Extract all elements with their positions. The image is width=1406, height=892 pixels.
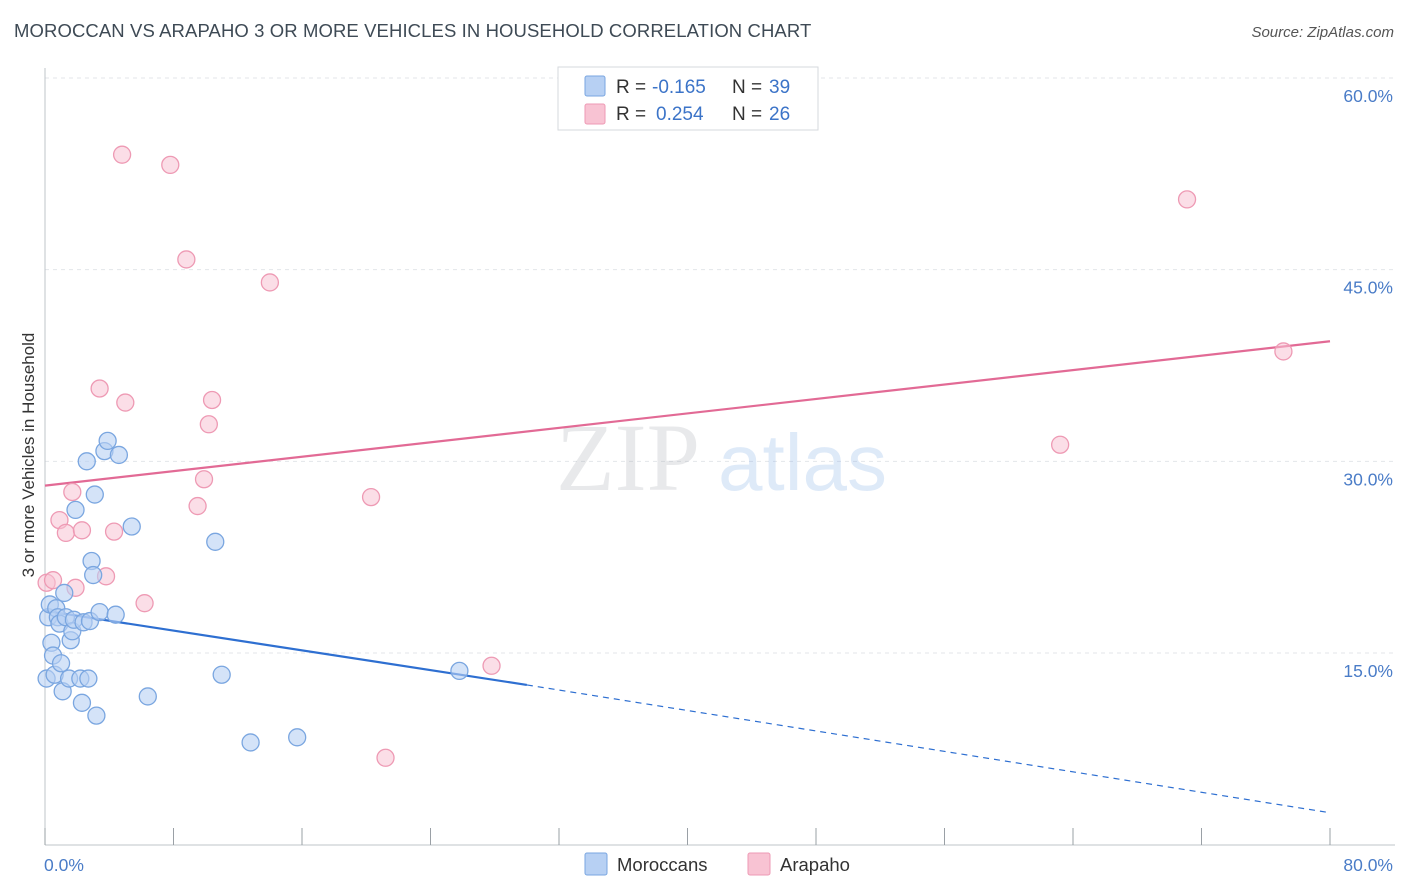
legend-r-label-arapaho: R =: [616, 104, 646, 125]
moroccans-point: [288, 728, 307, 747]
moroccans-point: [87, 706, 106, 725]
legend-n-label-arapaho: N =: [732, 104, 762, 125]
arapaho-point: [177, 250, 196, 269]
arapaho-point: [1274, 342, 1293, 361]
moroccans-point: [85, 485, 104, 504]
moroccans-point: [109, 445, 129, 465]
series-legend: Moroccans Arapaho: [584, 852, 850, 876]
arapaho-point: [260, 273, 280, 292]
legend-n-value-moroccans: 39: [769, 77, 790, 98]
arapaho-point: [199, 415, 218, 434]
y-tick-label: 45.0%: [1343, 278, 1393, 298]
moroccans-point: [90, 602, 109, 622]
moroccans-trend-line: [44, 609, 528, 687]
arapaho-point: [104, 522, 124, 541]
moroccans-point: [79, 669, 98, 688]
moroccans-points: [37, 431, 469, 752]
arapaho-point: [376, 748, 395, 767]
moroccans-point: [98, 431, 117, 451]
x-tick-label: 80.0%: [1343, 855, 1393, 875]
y-tick-label: 30.0%: [1343, 469, 1393, 489]
arapaho-point: [56, 523, 76, 543]
arapaho-point: [1051, 435, 1070, 454]
moroccans-point: [55, 583, 74, 603]
arapaho-point: [43, 571, 63, 590]
correlation-legend: R = -0.165 N = 39 R = 0.254 N = 26: [557, 66, 819, 131]
legend-r-value-moroccans: -0.165: [652, 77, 706, 98]
watermark: ZIP atlas: [556, 404, 887, 511]
trend-lines: [44, 340, 1331, 814]
legend-r-label-moroccans: R =: [616, 77, 646, 98]
moroccans-point: [138, 687, 157, 706]
moroccans-point: [77, 452, 96, 471]
watermark-zip: ZIP: [556, 404, 700, 511]
watermark-atlas: atlas: [718, 418, 887, 507]
moroccans-point: [241, 733, 260, 752]
bottom-legend-label-arapaho: Arapaho: [780, 854, 850, 875]
grid-lines: [45, 77, 1395, 654]
bottom-legend-swatch-moroccans: [584, 852, 608, 876]
moroccans-point: [106, 605, 125, 624]
arapaho-point: [202, 390, 222, 410]
moroccans-point: [212, 665, 231, 684]
legend-r-value-arapaho: 0.254: [656, 104, 704, 125]
bottom-legend-label-moroccans: Moroccans: [617, 854, 707, 875]
arapaho-point: [361, 487, 381, 507]
y-axis-ticks: 15.0% 30.0% 45.0% 60.0%: [1343, 86, 1393, 681]
y-tick-label: 60.0%: [1343, 86, 1393, 106]
arapaho-point: [188, 496, 207, 516]
arapaho-trend-line: [44, 340, 1331, 487]
bottom-legend-swatch-arapaho: [747, 852, 771, 876]
arapaho-point: [1177, 190, 1197, 209]
arapaho-point: [63, 482, 82, 502]
legend-n-value-arapaho: 26: [769, 104, 790, 125]
y-tick-label: 15.0%: [1343, 661, 1393, 681]
x-tick-label: 0.0%: [44, 855, 84, 875]
x-axis-ticks: 0.0% 80.0%: [44, 855, 1393, 875]
axes: [44, 68, 1395, 846]
moroccans-point: [206, 532, 225, 551]
arapaho-point: [112, 145, 132, 164]
source-label: Source: ZipAtlas.com: [1251, 24, 1394, 41]
moroccans-point: [72, 693, 92, 712]
arapaho-points: [37, 145, 1293, 767]
arapaho-point: [72, 521, 92, 540]
moroccans-point: [84, 565, 103, 585]
arapaho-point: [116, 393, 135, 412]
legend-n-label-moroccans: N =: [732, 77, 762, 98]
moroccans-trend-extension: [526, 684, 1331, 814]
moroccans-point: [66, 500, 85, 520]
arapaho-point: [482, 656, 501, 675]
chart-title: MOROCCAN VS ARAPAHO 3 OR MORE VEHICLES I…: [14, 20, 812, 41]
moroccans-point: [51, 654, 71, 673]
moroccans-point: [122, 517, 141, 536]
y-axis-label: 3 or more Vehicles in Household: [19, 333, 38, 578]
arapaho-point: [161, 155, 180, 175]
legend-swatch-arapaho: [584, 103, 606, 125]
legend-swatch-moroccans: [584, 75, 606, 97]
arapaho-point: [135, 594, 154, 613]
moroccans-point: [450, 661, 469, 681]
arapaho-point: [194, 470, 214, 489]
arapaho-point: [90, 379, 109, 398]
